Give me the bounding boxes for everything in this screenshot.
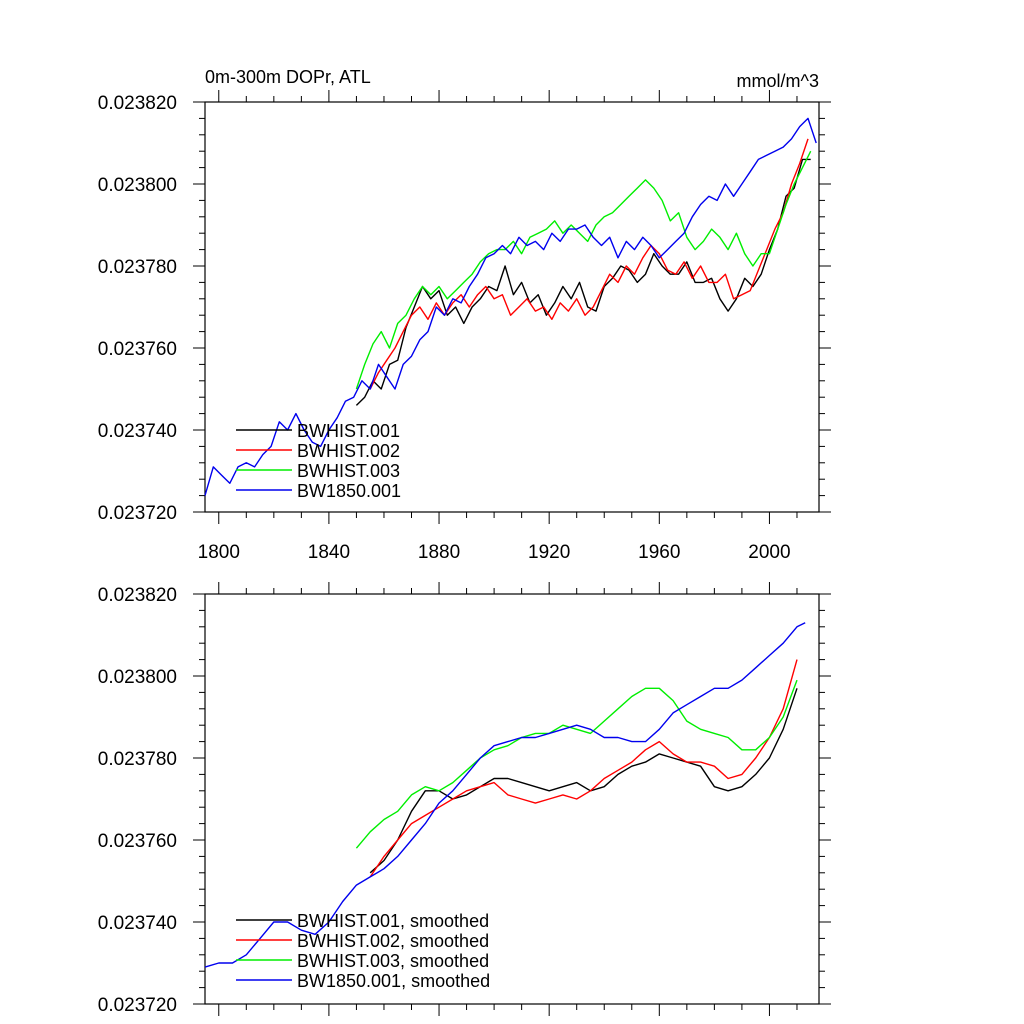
top-chart-units: mmol/m^3: [737, 71, 819, 91]
top-x-tick-label: 1880: [418, 542, 460, 563]
top-legend-label-2: BWHIST.002: [297, 441, 400, 461]
bottom-y-tick-label: 0.023720: [98, 995, 177, 1016]
bottom-y-tick-label: 0.023800: [98, 667, 177, 688]
top-y-tick-label: 0.023820: [98, 93, 177, 114]
top-panel: 0m-300m DOPr, ATL mmol/m^3 1800 1840 1880 1…: [98, 67, 831, 563]
bottom-legend-label-2: BWHIST.002, smoothed: [297, 931, 489, 951]
bottom-legend-label-4: BW1850.001, smoothed: [297, 971, 490, 991]
bottom-y-tick-label: 0.023760: [98, 831, 177, 852]
bottom-plot-frame: [204, 593, 820, 1005]
top-series-line-4: [204, 117, 817, 496]
top-x-tick-label: 1960: [638, 542, 680, 563]
top-series-group: [204, 117, 817, 496]
top-y-tick-label: 0.023780: [98, 257, 177, 278]
top-series-line-1: [355, 158, 811, 406]
bottom-series-line-2: [369, 659, 798, 878]
top-y-tick-label: 0.023800: [98, 175, 177, 196]
bottom-series-group: [204, 622, 806, 968]
bottom-panel: 0.023720 0.023740 0.023760 0.023780 0.023800…: [98, 582, 831, 1016]
top-y-tick-label: 0.023720: [98, 503, 177, 524]
top-legend-label-4: BW1850.001: [297, 481, 401, 501]
bottom-y-tick-label: 0.023740: [98, 913, 177, 934]
top-y-tick-label: 0.023760: [98, 339, 177, 360]
bottom-y-tick-label: 0.023780: [98, 749, 177, 770]
top-x-tick-label: 1800: [198, 542, 240, 563]
bottom-series-line-1: [369, 688, 798, 874]
top-legend-label-3: BWHIST.003: [297, 461, 400, 481]
bottom-y-tick-label: 0.023820: [98, 585, 177, 606]
bottom-series-line-4: [204, 622, 806, 968]
top-x-tick-label: 1920: [528, 542, 570, 563]
bottom-series-line-3: [355, 679, 798, 849]
top-series-line-3: [355, 150, 812, 390]
top-x-tick-label: 1840: [308, 542, 350, 563]
top-plot-frame: [204, 101, 820, 513]
bottom-ticks: 0.023720 0.023740 0.023760 0.023780 0.023800…: [98, 582, 831, 1016]
top-legend-label-1: BWHIST.001: [297, 421, 400, 441]
bottom-legend-label-3: BWHIST.003, smoothed: [297, 951, 489, 971]
top-ticks: 1800 1840 1880 1920 1960 2000 0.023720 0.023740…: [98, 90, 831, 563]
top-chart-title: 0m-300m DOPr, ATL: [205, 67, 371, 87]
top-x-tick-label: 2000: [748, 542, 790, 563]
bottom-legend-label-1: BWHIST.001, smoothed: [297, 911, 489, 931]
top-y-tick-label: 0.023740: [98, 421, 177, 442]
